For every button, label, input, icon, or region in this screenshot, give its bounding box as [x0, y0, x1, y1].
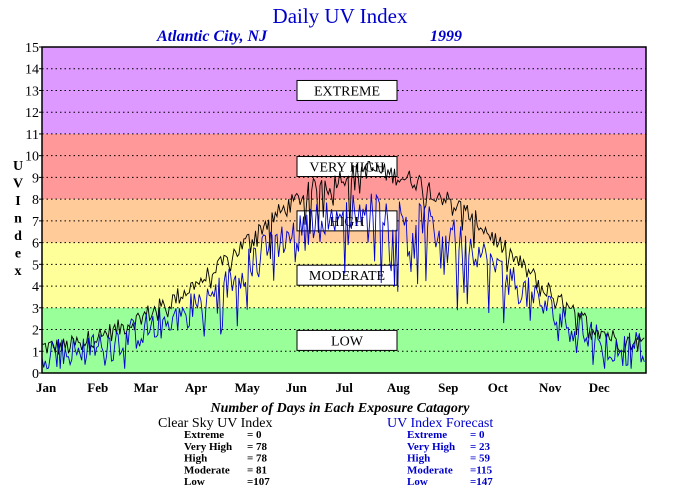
y-tick-label-7: 7 [32, 215, 39, 230]
series-line-uv-index-forecast [41, 193, 645, 370]
summary-value-low: =107 [247, 476, 270, 488]
summary-label-high: High [407, 453, 430, 465]
y-tick-label-12: 12 [25, 106, 39, 121]
y-tick-label-14: 14 [25, 63, 39, 78]
summary-label-very-high: Very High [184, 441, 232, 453]
category-label-box-very-high [296, 156, 398, 178]
summary-label-extreme: Extreme [407, 429, 447, 441]
summary-label-moderate: Moderate [407, 464, 453, 476]
x-tick-label-jun: Jun [286, 380, 308, 395]
x-tick-label-dec: Dec [589, 380, 610, 395]
summary-value-high: = 59 [470, 453, 491, 465]
x-tick-label-nov: Nov [539, 380, 562, 395]
chart-subtitle-location: Atlantic City, NJ [156, 28, 268, 45]
category-label-box-extreme [296, 79, 398, 101]
summary-value-low: =147 [470, 476, 493, 488]
y-axis-label-char: x [15, 264, 22, 279]
summary-label-low: Low [407, 476, 428, 488]
x-tick-label-jan: Jan [36, 380, 57, 395]
summary-value-moderate: =115 [470, 464, 493, 476]
y-axis-label-char: d [14, 229, 22, 244]
series-lines [41, 161, 645, 370]
summary-label-very-high: Very High [407, 441, 455, 453]
y-tick-label-11: 11 [26, 128, 39, 143]
y-tick-label-0: 0 [32, 367, 39, 382]
chart-subtitle-year: 1999 [430, 28, 462, 45]
summary-label-high: High [184, 453, 207, 465]
category-label-box-low [296, 329, 398, 351]
y-axis-label-char: I [15, 194, 20, 209]
plot-frame [41, 46, 647, 374]
summary-value-moderate: = 81 [247, 464, 267, 476]
y-tick-label-4: 4 [32, 280, 39, 295]
summary-value-very-high: = 78 [247, 441, 268, 453]
x-tick-label-aug: Aug [387, 380, 411, 395]
summary-value-high: = 78 [247, 453, 268, 465]
clear-sky-summary-title: Clear Sky UV Index [158, 416, 272, 431]
summary-label-moderate: Moderate [184, 464, 230, 476]
summary-label-extreme: Extreme [184, 429, 224, 441]
x-tick-label-apr: Apr [185, 380, 208, 395]
x-axis-ticks: Jan Feb Mar Apr May Jun Jul Aug Sep Oct Nov Dec [36, 380, 610, 395]
y-tick-label-1: 1 [32, 345, 39, 360]
y-tick-label-10: 10 [25, 150, 39, 165]
forecast-summary-rows: Extreme = 0 Very High = 23 High = 59 Moderate =… [407, 429, 493, 488]
y-tick-label-2: 2 [32, 324, 39, 339]
y-axis-label-char: V [13, 177, 23, 192]
summary-value-extreme: = 0 [470, 429, 485, 441]
clear-sky-summary-rows: Extreme = 0 Very High = 78 High = 78 Moderate =… [184, 429, 270, 488]
summary-caption: Number of Days in Each Exposure Catagory [209, 401, 470, 416]
category-label-moderate: MODERATE [309, 269, 385, 284]
category-label-low: LOW [331, 334, 364, 349]
y-tick-label-3: 3 [32, 302, 39, 317]
y-axis-label-char: n [14, 212, 22, 227]
y-tick-label-13: 13 [25, 84, 39, 99]
y-axis-label-char: e [15, 247, 21, 262]
x-tick-label-mar: Mar [134, 380, 159, 395]
y-tick-label-5: 5 [32, 258, 39, 273]
x-tick-label-oct: Oct [488, 380, 509, 395]
summary-label-low: Low [184, 476, 205, 488]
category-label-very-high: VERY HIGH [309, 161, 384, 176]
y-axis-label-char: U [13, 159, 23, 174]
x-tick-label-sep: Sep [438, 380, 458, 395]
forecast-summary-title: UV Index Forecast [387, 416, 493, 431]
y-tick-label-9: 9 [32, 171, 39, 186]
summary-value-very-high: = 23 [470, 441, 491, 453]
x-tick-label-may: May [235, 380, 261, 395]
series-line-clear-sky-uv-index [41, 161, 645, 355]
category-label-extreme: EXTREME [314, 84, 380, 99]
chart-title: Daily UV Index [273, 4, 408, 28]
x-tick-label-jul: Jul [336, 380, 354, 395]
summary-value-extreme: = 0 [247, 429, 262, 441]
y-tick-label-8: 8 [32, 193, 39, 208]
x-tick-label-feb: Feb [87, 380, 108, 395]
y-tick-label-6: 6 [32, 237, 39, 252]
y-tick-label-15: 15 [25, 41, 39, 56]
